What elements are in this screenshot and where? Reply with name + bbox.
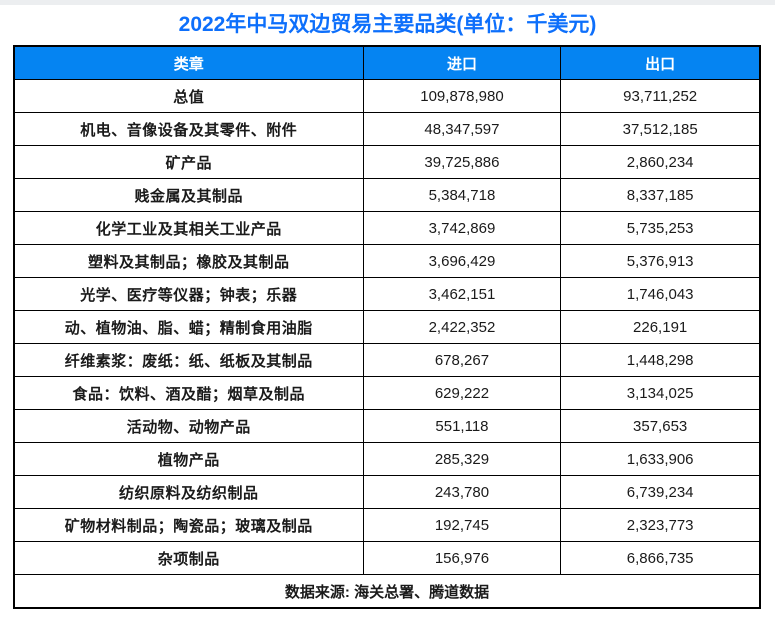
import-value-cell: 156,976 [362, 541, 562, 575]
export-value-cell: 8,337,185 [560, 178, 761, 212]
column-header-export: 出口 [560, 45, 761, 80]
table-row: 光学、医疗等仪器；钟表；乐器 3,462,151 1,746,043 [13, 277, 761, 311]
column-header-import: 进口 [362, 45, 562, 80]
header-row: 类章 进口 出口 [13, 45, 761, 80]
category-cell: 杂项制品 [13, 541, 364, 575]
import-value-cell: 5,384,718 [362, 178, 562, 212]
category-cell: 贱金属及其制品 [13, 178, 364, 212]
table-body: 总值 109,878,980 93,711,252 机电、音像设备及其零件、附件… [13, 79, 761, 609]
category-cell: 纤维素浆：废纸：纸、纸板及其制品 [13, 343, 364, 377]
import-value-cell: 109,878,980 [362, 79, 562, 113]
table-row: 活动物、动物产品 551,118 357,653 [13, 409, 761, 443]
export-value-cell: 1,746,043 [560, 277, 761, 311]
export-value-cell: 93,711,252 [560, 79, 761, 113]
column-header-category: 类章 [13, 45, 364, 80]
category-cell: 总值 [13, 79, 364, 113]
category-cell: 食品：饮料、酒及醋；烟草及制品 [13, 376, 364, 410]
import-value-cell: 243,780 [362, 475, 562, 509]
table-row: 动、植物油、脂、蜡；精制食用油脂 2,422,352 226,191 [13, 310, 761, 344]
export-value-cell: 1,633,906 [560, 442, 761, 476]
data-source-note: 数据来源: 海关总署、腾道数据 [13, 574, 761, 609]
export-value-cell: 3,134,025 [560, 376, 761, 410]
category-cell: 植物产品 [13, 442, 364, 476]
table-row: 总值 109,878,980 93,711,252 [13, 79, 761, 113]
category-cell: 矿物材料制品；陶瓷品；玻璃及制品 [13, 508, 364, 542]
top-edge-strip [0, 0, 775, 5]
export-value-cell: 37,512,185 [560, 112, 761, 146]
table-row: 机电、音像设备及其零件、附件 48,347,597 37,512,185 [13, 112, 761, 146]
table-header: 类章 进口 出口 [13, 45, 761, 80]
export-value-cell: 357,653 [560, 409, 761, 443]
import-value-cell: 192,745 [362, 508, 562, 542]
import-value-cell: 3,462,151 [362, 277, 562, 311]
table-row: 矿产品 39,725,886 2,860,234 [13, 145, 761, 179]
category-cell: 塑料及其制品；橡胶及其制品 [13, 244, 364, 278]
table-row: 纺织原料及纺织制品 243,780 6,739,234 [13, 475, 761, 509]
category-cell: 活动物、动物产品 [13, 409, 364, 443]
import-value-cell: 285,329 [362, 442, 562, 476]
import-value-cell: 39,725,886 [362, 145, 562, 179]
table-row: 食品：饮料、酒及醋；烟草及制品 629,222 3,134,025 [13, 376, 761, 410]
export-value-cell: 2,860,234 [560, 145, 761, 179]
export-value-cell: 226,191 [560, 310, 761, 344]
import-value-cell: 3,742,869 [362, 211, 562, 245]
export-value-cell: 1,448,298 [560, 343, 761, 377]
page-title: 2022年中马双边贸易主要品类(单位：千美元) [178, 13, 597, 36]
import-value-cell: 629,222 [362, 376, 562, 410]
table-row: 杂项制品 156,976 6,866,735 [13, 541, 761, 575]
import-value-cell: 48,347,597 [362, 112, 562, 146]
category-cell: 化学工业及其相关工业产品 [13, 211, 364, 245]
import-value-cell: 678,267 [362, 343, 562, 377]
import-value-cell: 551,118 [362, 409, 562, 443]
category-cell: 纺织原料及纺织制品 [13, 475, 364, 509]
trade-table: 类章 进口 出口 总值 109,878,980 93,711,252 机电、音像… [13, 45, 761, 609]
import-value-cell: 2,422,352 [362, 310, 562, 344]
table-row: 纤维素浆：废纸：纸、纸板及其制品 678,267 1,448,298 [13, 343, 761, 377]
category-cell: 矿产品 [13, 145, 364, 179]
category-cell: 光学、医疗等仪器；钟表；乐器 [13, 277, 364, 311]
export-value-cell: 5,735,253 [560, 211, 761, 245]
category-cell: 动、植物油、脂、蜡；精制食用油脂 [13, 310, 364, 344]
table-row: 化学工业及其相关工业产品 3,742,869 5,735,253 [13, 211, 761, 245]
export-value-cell: 5,376,913 [560, 244, 761, 278]
table-row: 塑料及其制品；橡胶及其制品 3,696,429 5,376,913 [13, 244, 761, 278]
table-row: 矿物材料制品；陶瓷品；玻璃及制品 192,745 2,323,773 [13, 508, 761, 542]
export-value-cell: 6,866,735 [560, 541, 761, 575]
table-row: 贱金属及其制品 5,384,718 8,337,185 [13, 178, 761, 212]
export-value-cell: 6,739,234 [560, 475, 761, 509]
table-row: 植物产品 285,329 1,633,906 [13, 442, 761, 476]
export-value-cell: 2,323,773 [560, 508, 761, 542]
import-value-cell: 3,696,429 [362, 244, 562, 278]
source-row: 数据来源: 海关总署、腾道数据 [13, 574, 761, 609]
category-cell: 机电、音像设备及其零件、附件 [13, 112, 364, 146]
